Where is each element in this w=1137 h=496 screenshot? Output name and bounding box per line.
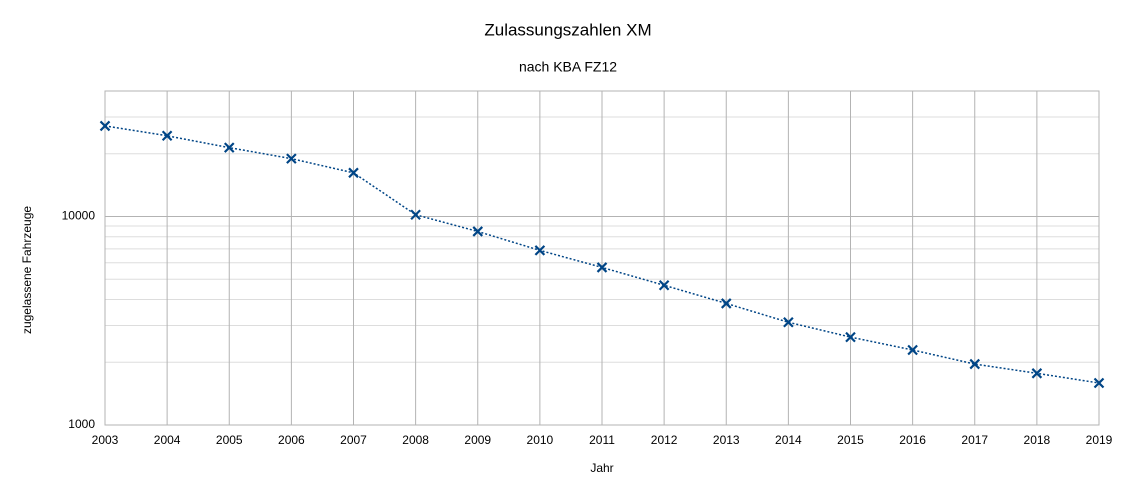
plot-border [104,90,1100,426]
data-point [969,358,981,370]
x-tick-label: 2005 [216,433,243,447]
y-tick-label: 10000 [62,209,96,223]
x-tick-label: 2008 [402,433,429,447]
data-point [783,316,794,328]
x-tick-label: 2012 [651,433,678,447]
data-point [410,209,421,221]
data-point [720,298,732,309]
chart-subtitle: nach KBA FZ12 [519,59,617,75]
x-tick-label: 2009 [464,433,491,447]
x-tick-label: 2011 [589,433,615,447]
x-tick-label: 2003 [92,433,119,447]
x-tick-label: 2018 [1024,433,1051,447]
x-axis-label: Jahr [590,461,613,475]
y-tick-label: 1000 [68,417,95,431]
data-point [534,245,546,256]
data-point [472,226,484,237]
data-point [907,344,918,356]
x-tick-label: 2007 [340,433,367,447]
data-point [348,167,359,179]
x-tick-label: 2004 [154,433,181,447]
x-tick-label: 2019 [1086,433,1113,447]
data-point [99,120,111,132]
x-tick-label: 2010 [527,433,554,447]
x-tick-label: 2016 [899,433,926,447]
data-point [596,262,608,273]
data-point [161,130,173,142]
x-tick-label: 2014 [775,433,802,447]
x-tick-label: 2017 [961,433,988,447]
data-point [845,331,856,343]
data-point [658,279,670,291]
x-tick-label: 2013 [713,433,740,447]
data-point [286,153,297,164]
y-axis-label: zugelassene Fahrzeuge [20,206,34,334]
data-point [1093,377,1105,389]
x-tick-label: 2006 [278,433,305,447]
data-point [1031,368,1043,379]
data-point [223,142,235,153]
x-tick-label: 2015 [837,433,864,447]
chart-title: Zulassungszahlen XM [484,20,651,39]
